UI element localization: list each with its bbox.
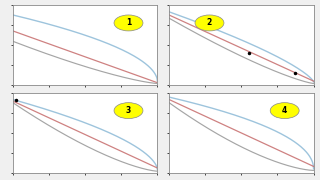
Text: 1: 1 [126,18,131,27]
Circle shape [195,15,224,31]
Text: 4: 4 [282,106,287,115]
Text: 2: 2 [207,18,212,27]
Circle shape [114,103,143,119]
Circle shape [270,103,299,119]
Circle shape [114,15,143,31]
Text: 3: 3 [126,106,131,115]
